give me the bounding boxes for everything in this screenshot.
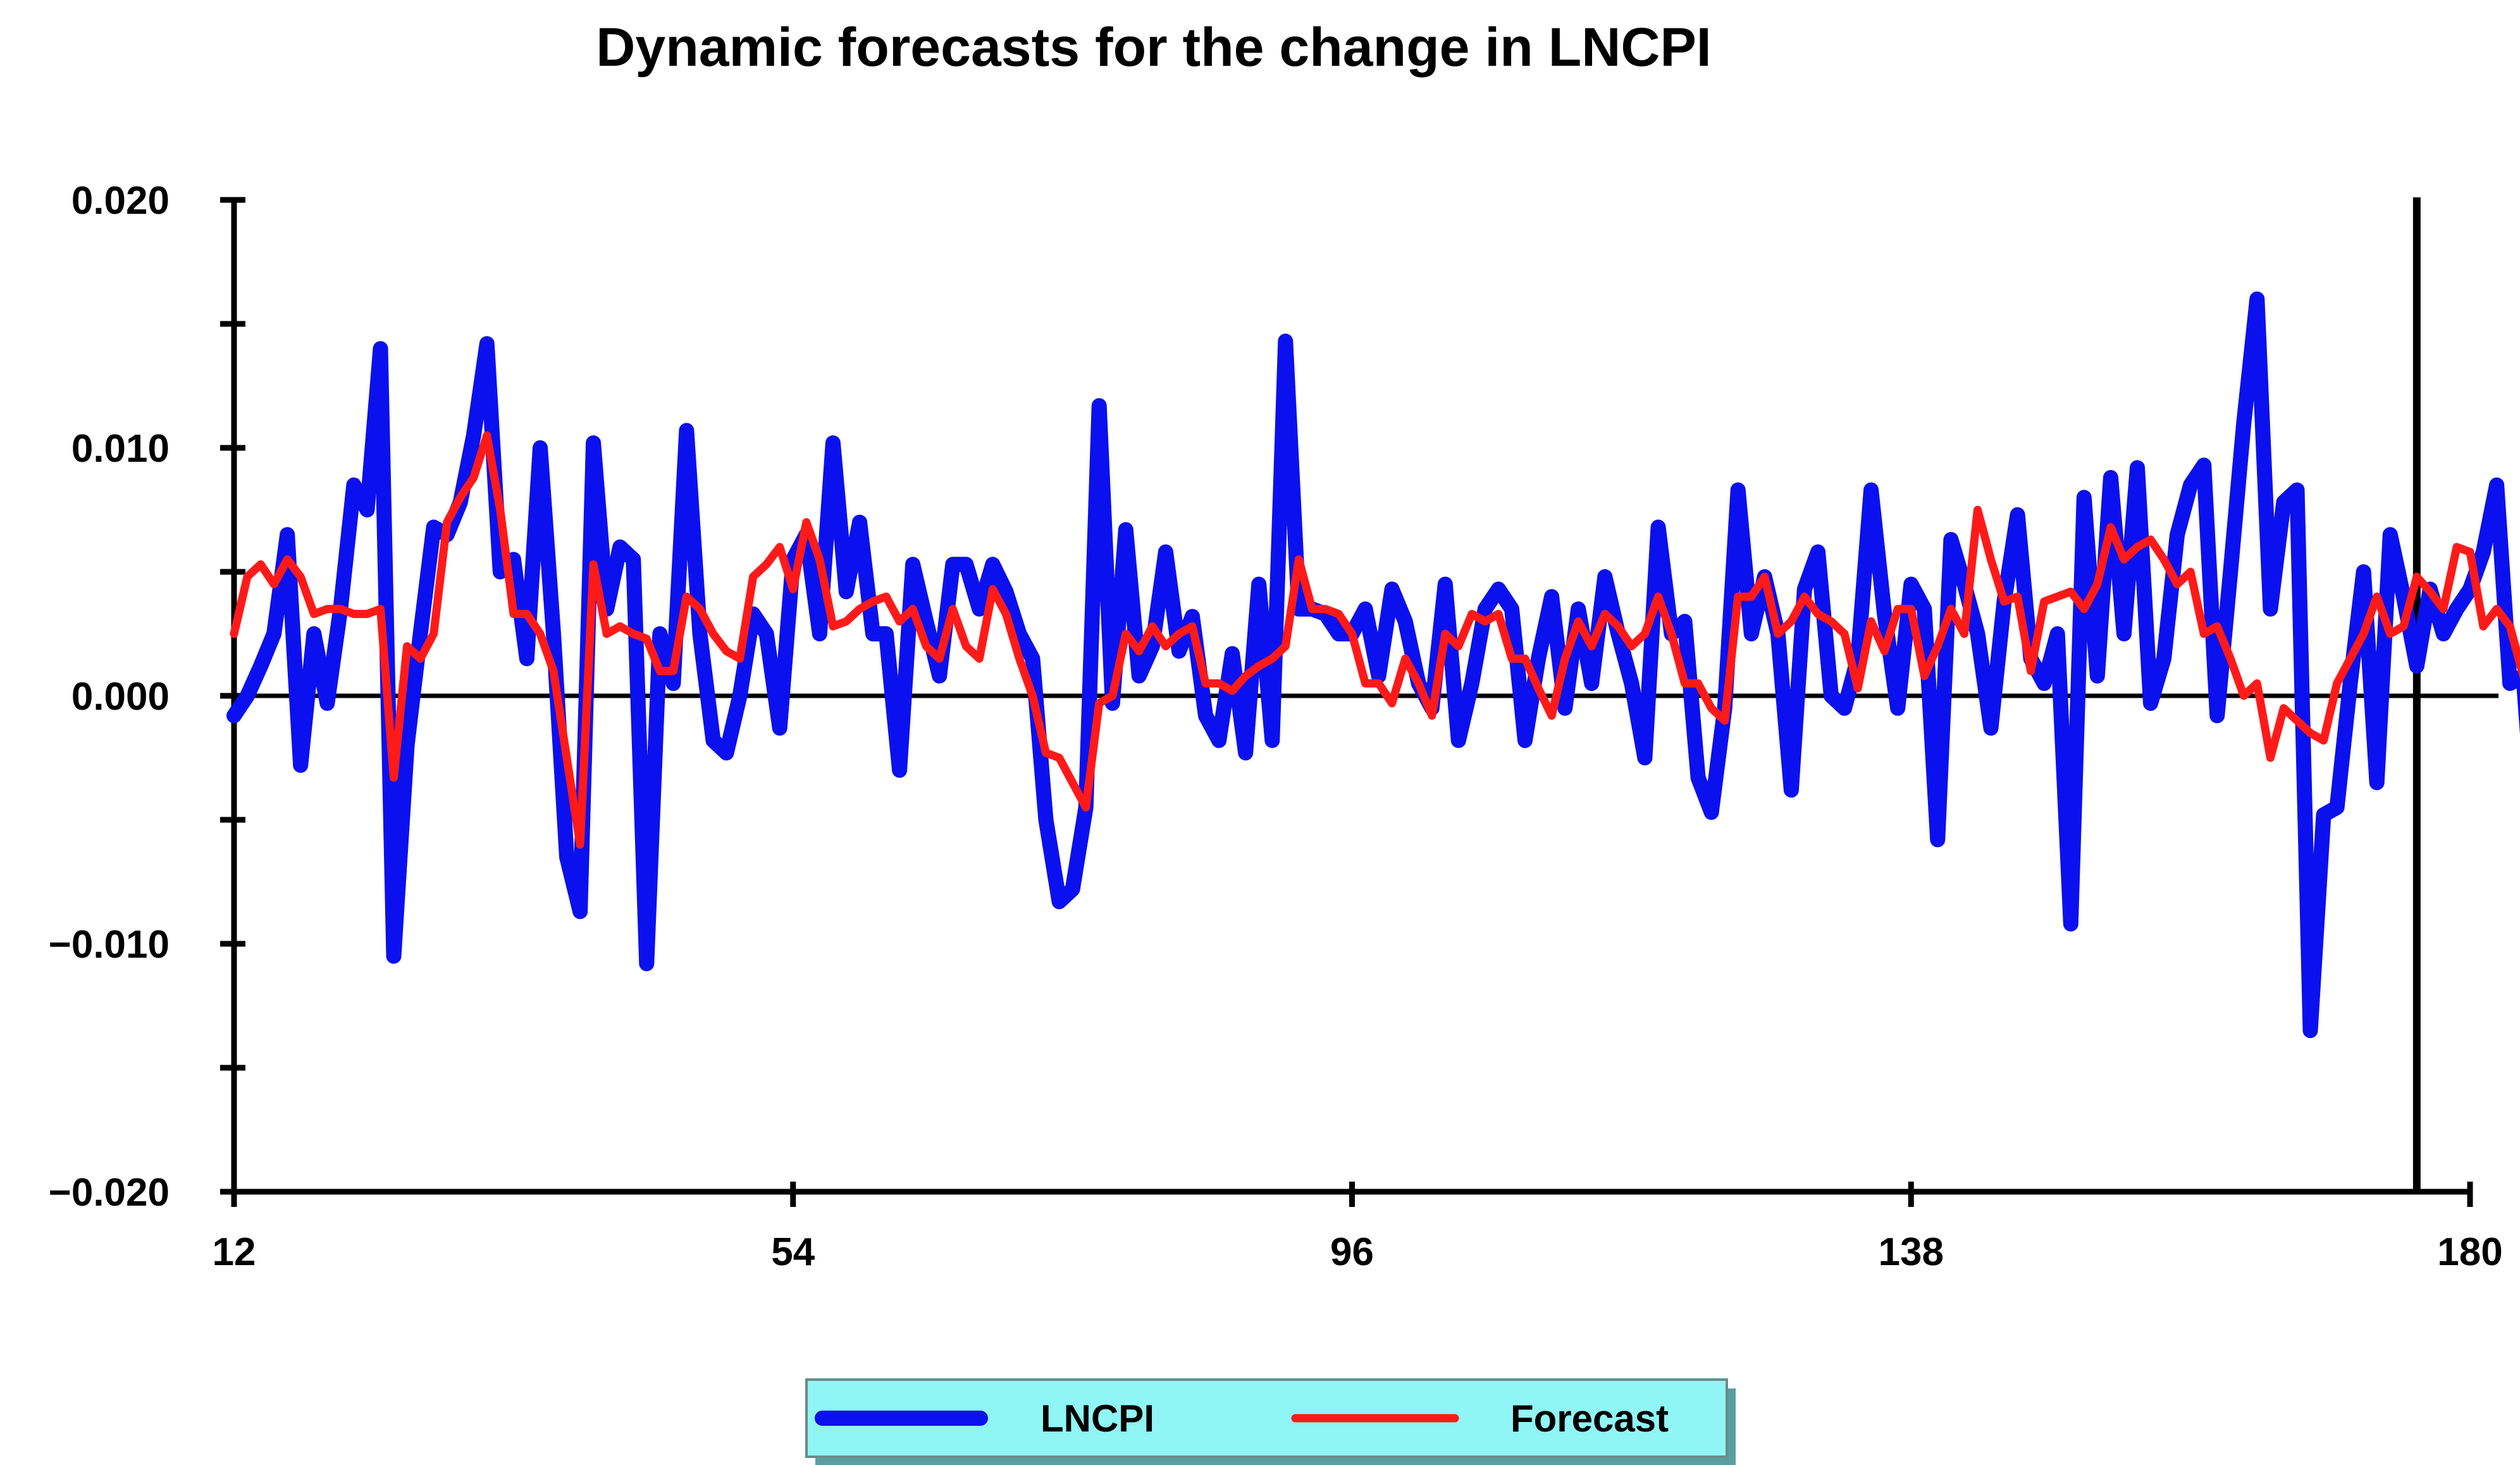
- x-tick-label: 96: [1330, 1230, 1374, 1274]
- y-tick-label: 0.000: [71, 675, 170, 719]
- x-tick-label: 54: [771, 1230, 815, 1274]
- legend: LNCPI Forecast: [805, 1378, 1736, 1465]
- y-axis-ticks: −0.020 −0.010 0.000 0.010 0.020: [49, 179, 245, 1215]
- chart-title: Dynamic forecasts for the change in LNCP…: [596, 17, 1711, 78]
- x-tick-label: 138: [1879, 1230, 1944, 1274]
- y-tick-label: 0.020: [71, 179, 170, 223]
- y-tick-label: −0.010: [49, 923, 170, 967]
- x-axis-ticks: 12 54 96 138 180: [213, 1182, 2503, 1274]
- series-line-forecast: [230, 431, 2520, 849]
- y-tick-label: 0.010: [71, 427, 170, 471]
- legend-label-lncpi: LNCPI: [1041, 1397, 1154, 1440]
- series-layer: [226, 291, 2520, 1039]
- x-tick-label: 12: [213, 1230, 256, 1274]
- y-tick-label: −0.020: [49, 1171, 170, 1215]
- series-line-lncpi: [226, 291, 2520, 1039]
- legend-label-forecast: Forecast: [1510, 1397, 1669, 1440]
- plot-area: −0.020 −0.010 0.000 0.010 0.020 12 54 96 138 180: [49, 179, 2520, 1274]
- x-tick-label: 180: [2437, 1230, 2502, 1274]
